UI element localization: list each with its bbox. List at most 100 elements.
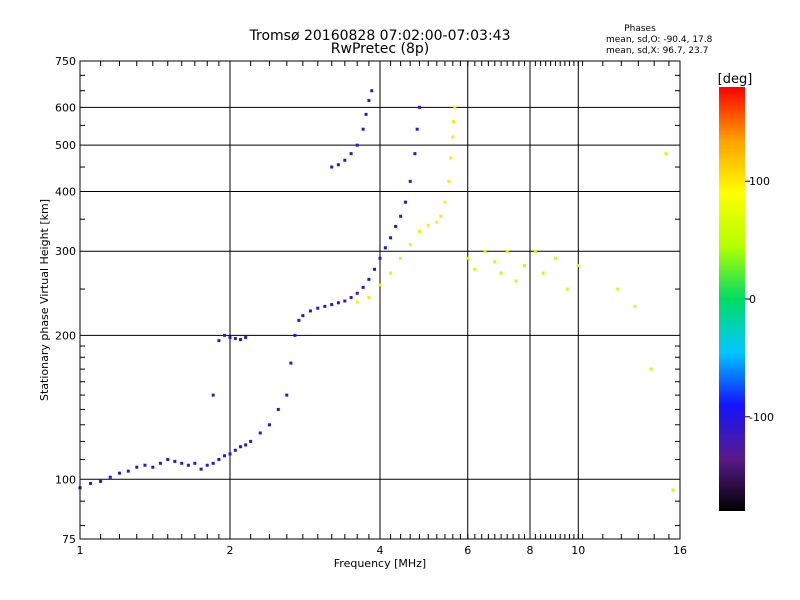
data-point xyxy=(466,256,470,260)
colorbar xyxy=(719,87,745,511)
data-point xyxy=(211,393,215,397)
data-point xyxy=(126,469,130,473)
colorbar-tick-label: 0 xyxy=(749,293,756,306)
data-point xyxy=(343,299,347,303)
data-point xyxy=(228,335,232,339)
data-point xyxy=(308,309,312,313)
data-point xyxy=(336,301,340,305)
data-point xyxy=(186,463,190,467)
y-tick-label: 300 xyxy=(55,245,76,258)
x-tick-label: 10 xyxy=(571,544,585,557)
data-point xyxy=(166,457,170,461)
data-point xyxy=(323,304,327,308)
data-point xyxy=(664,152,668,156)
data-point xyxy=(267,423,271,427)
data-point xyxy=(228,452,232,456)
y-tick-label: 750 xyxy=(55,55,76,68)
data-point xyxy=(453,105,457,109)
data-point xyxy=(399,214,403,218)
data-point xyxy=(244,335,248,339)
data-point xyxy=(349,296,353,300)
data-point xyxy=(239,338,243,342)
data-point xyxy=(413,152,417,156)
data-point xyxy=(426,223,430,227)
data-point xyxy=(289,361,293,365)
data-point xyxy=(415,127,419,131)
data-point xyxy=(499,271,503,275)
data-point xyxy=(523,264,527,268)
data-point xyxy=(99,479,103,483)
data-point xyxy=(671,488,675,492)
grid-lines xyxy=(80,61,680,539)
data-point xyxy=(383,246,387,250)
chart-title: Tromsø 20160828 07:02:00-07:03:43 xyxy=(249,28,511,44)
data-point xyxy=(378,256,382,260)
data-point xyxy=(276,407,280,411)
y-tick-label: 75 xyxy=(62,533,76,546)
data-point xyxy=(336,163,340,167)
data-point xyxy=(443,200,447,204)
y-axis-label: Stationary phase Virtual Height [km] xyxy=(38,199,51,401)
y-tick-label: 100 xyxy=(55,473,76,486)
data-point xyxy=(249,439,253,443)
data-point xyxy=(158,461,162,465)
data-point xyxy=(389,236,393,240)
phases-x-stats: mean, sd,X: 96.7, 23.7 xyxy=(606,46,708,56)
data-point xyxy=(316,306,320,310)
x-tick-label: 1 xyxy=(77,544,84,557)
data-point xyxy=(361,127,365,131)
y-tick-label: 600 xyxy=(55,101,76,114)
data-point xyxy=(301,314,305,318)
data-point xyxy=(408,179,412,183)
colorbar-label: [deg] xyxy=(718,72,753,87)
data-point xyxy=(199,467,203,471)
data-point xyxy=(223,454,227,458)
data-point xyxy=(89,481,93,485)
data-point xyxy=(451,135,455,139)
data-point xyxy=(211,461,215,465)
data-point xyxy=(473,267,477,271)
data-point xyxy=(505,249,509,253)
data-point xyxy=(297,318,301,322)
data-point xyxy=(514,279,518,283)
data-points xyxy=(78,89,675,492)
data-point xyxy=(565,287,569,291)
data-point xyxy=(483,249,487,253)
data-point xyxy=(417,229,421,233)
data-point xyxy=(373,267,377,271)
data-point xyxy=(108,475,112,479)
data-point xyxy=(435,220,439,224)
chart-subtitle: RwPretec (8p) xyxy=(331,41,429,57)
data-point xyxy=(370,89,374,93)
data-point xyxy=(223,333,227,337)
data-point xyxy=(117,471,121,475)
data-point xyxy=(355,300,359,304)
data-point xyxy=(285,393,289,397)
data-point xyxy=(493,260,497,264)
data-point xyxy=(244,443,248,447)
data-point xyxy=(193,461,197,465)
data-point xyxy=(173,459,177,463)
data-point xyxy=(233,448,237,452)
data-point xyxy=(408,242,412,246)
data-point xyxy=(217,457,221,461)
colorbar-ticks: 100 0 -100 xyxy=(745,175,774,424)
data-point xyxy=(217,339,221,343)
data-point xyxy=(616,287,620,291)
data-point xyxy=(233,337,237,341)
data-point xyxy=(330,165,334,169)
data-point xyxy=(399,256,403,260)
x-tick-label: 16 xyxy=(673,544,687,557)
y-axis: 75 100 200 300 400 500 600 750 xyxy=(55,55,680,546)
colorbar-tick-label: 100 xyxy=(749,175,770,188)
x-axis: 1 2 4 6 8 10 16 xyxy=(77,61,687,557)
data-point xyxy=(553,256,557,260)
data-point xyxy=(403,200,407,204)
x-tick-label: 6 xyxy=(464,544,471,557)
data-point xyxy=(541,271,545,275)
data-point xyxy=(135,465,139,469)
x-tick-label: 4 xyxy=(377,544,384,557)
data-point xyxy=(378,283,382,287)
data-point xyxy=(449,156,453,160)
